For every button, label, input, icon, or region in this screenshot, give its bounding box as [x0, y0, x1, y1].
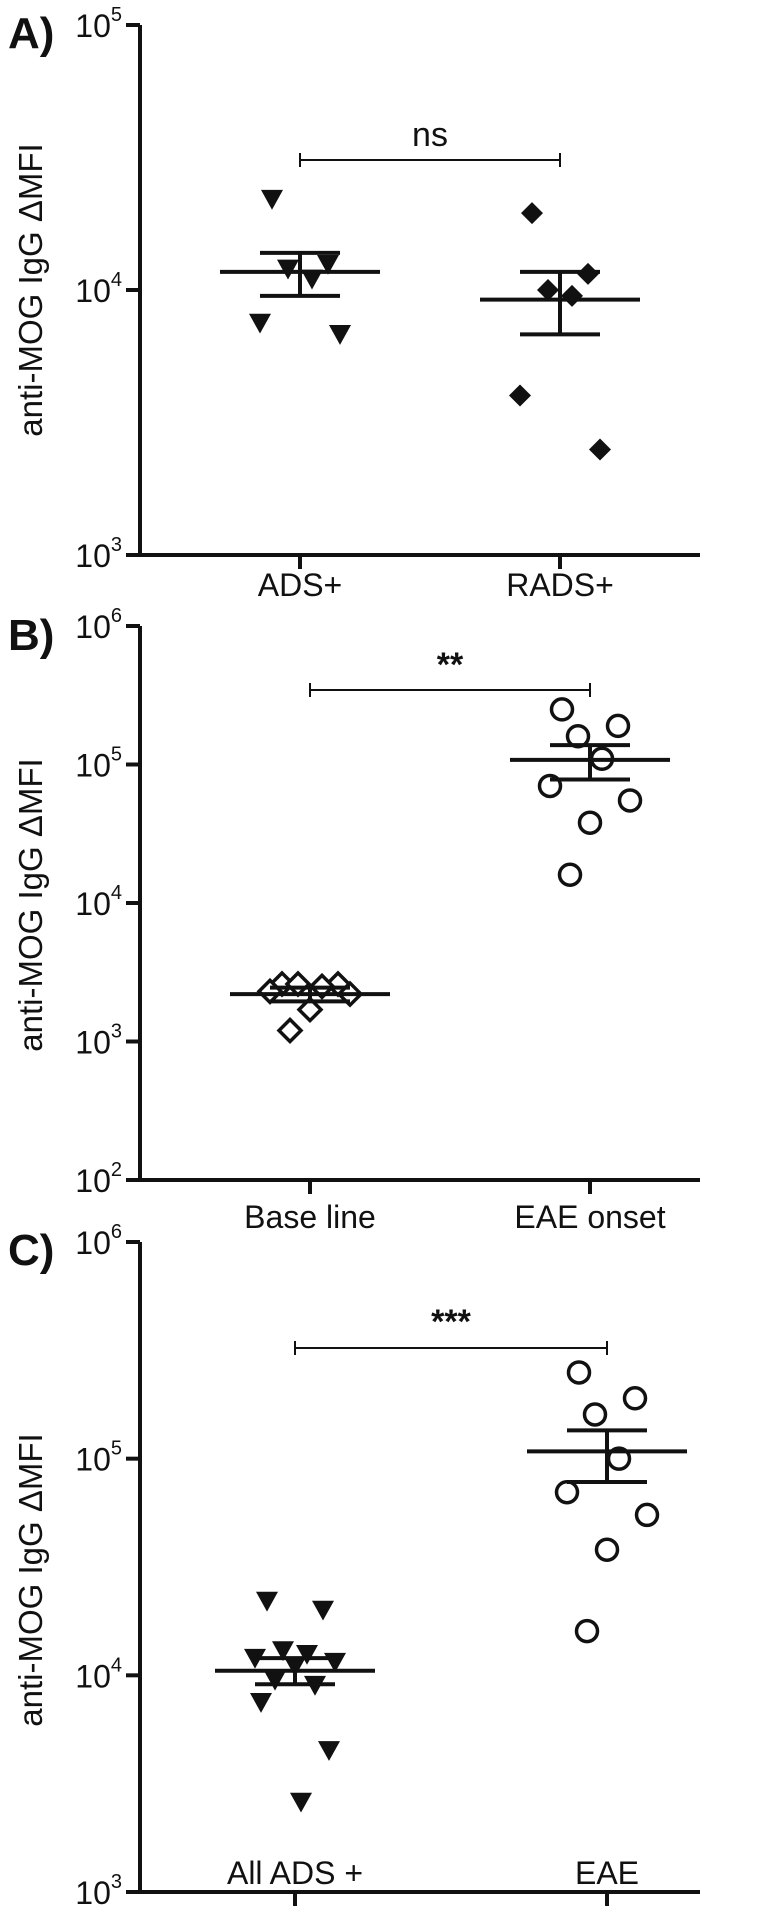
- data-point: [329, 325, 351, 345]
- y-tick-label: 103: [75, 1021, 122, 1061]
- group-1: [230, 970, 390, 1045]
- y-tick-label: 106: [75, 1221, 122, 1261]
- data-point: [549, 697, 575, 722]
- data-point: [561, 284, 583, 307]
- x-category-label: RADS+: [506, 567, 614, 603]
- y-axis-label: anti-MOG IgG ΔMFI: [12, 758, 49, 1051]
- data-point: [617, 788, 643, 813]
- y-tick-label: 104: [75, 1654, 122, 1694]
- data-point: [276, 1017, 304, 1045]
- panel-2: B) anti-MOG IgG ΔMFI 102 103 104 105 106 Base l…: [8, 605, 700, 1235]
- data-point: [256, 1591, 278, 1612]
- data-point: [312, 1600, 334, 1621]
- data-point: [272, 1641, 294, 1662]
- data-point: [318, 1741, 340, 1761]
- y-tick-label: 104: [75, 882, 122, 922]
- x-category-label: ADS+: [258, 567, 342, 603]
- group-2: [527, 1360, 687, 1644]
- y-tick-label: 105: [75, 4, 122, 44]
- significance-bracket: **: [309, 646, 591, 697]
- significance-bracket: ***: [294, 1303, 608, 1355]
- data-point: [261, 189, 283, 210]
- data-point: [537, 279, 559, 301]
- y-tick-label: 104: [75, 269, 122, 309]
- x-category-label: EAE: [575, 1855, 639, 1891]
- data-point: [249, 313, 271, 334]
- data-point: [521, 202, 543, 225]
- panel-3: C) anti-MOG IgG ΔMFI 103 104 105 106 All ADS +…: [8, 1221, 700, 1911]
- data-point: [605, 713, 631, 739]
- data-point: [296, 1644, 318, 1665]
- data-point: [250, 1693, 272, 1713]
- significance-label: ***: [431, 1303, 471, 1341]
- panel-label: C): [8, 1226, 54, 1275]
- y-tick-label: 103: [75, 534, 122, 574]
- y-axis-label: anti-MOG IgG ΔMFI: [12, 1433, 49, 1726]
- y-tick-label: 103: [75, 1871, 122, 1911]
- data-point: [509, 384, 531, 407]
- x-category-label: All ADS +: [227, 1855, 363, 1891]
- y-tick-label: 102: [75, 1159, 122, 1199]
- panel-label: B): [8, 611, 54, 660]
- group-2: [510, 697, 670, 887]
- data-point: [574, 1618, 600, 1644]
- data-point: [582, 1402, 608, 1427]
- x-category-label: Base line: [244, 1199, 376, 1235]
- data-point: [557, 862, 583, 887]
- significance-bracket: ns: [299, 116, 561, 167]
- data-point: [296, 996, 324, 1024]
- panel-1: A) anti-MOG IgG ΔMFI 103 104 105 ADS+ RADS+ ns: [8, 4, 700, 603]
- data-point: [577, 810, 603, 835]
- data-point: [634, 1502, 660, 1528]
- data-point: [594, 1537, 620, 1562]
- data-point: [284, 970, 312, 998]
- y-tick-label: 105: [75, 1438, 122, 1478]
- group-2: [480, 202, 640, 461]
- significance-label: ns: [412, 116, 448, 154]
- significance-label: **: [437, 646, 464, 684]
- data-point: [589, 438, 611, 461]
- data-point: [317, 254, 339, 275]
- data-point: [290, 1792, 312, 1813]
- y-tick-label: 106: [75, 605, 122, 645]
- data-point: [264, 1670, 286, 1691]
- data-point: [277, 259, 299, 280]
- y-tick-label: 105: [75, 744, 122, 784]
- group-1: [220, 189, 380, 345]
- data-point: [554, 1479, 580, 1505]
- x-category-label: EAE onset: [514, 1199, 665, 1235]
- group-1: [215, 1591, 375, 1813]
- data-point: [301, 269, 323, 290]
- data-point: [622, 1386, 648, 1411]
- y-axis-label: anti-MOG IgG ΔMFI: [12, 143, 49, 436]
- data-point: [566, 1360, 592, 1385]
- panel-label: A): [8, 9, 54, 58]
